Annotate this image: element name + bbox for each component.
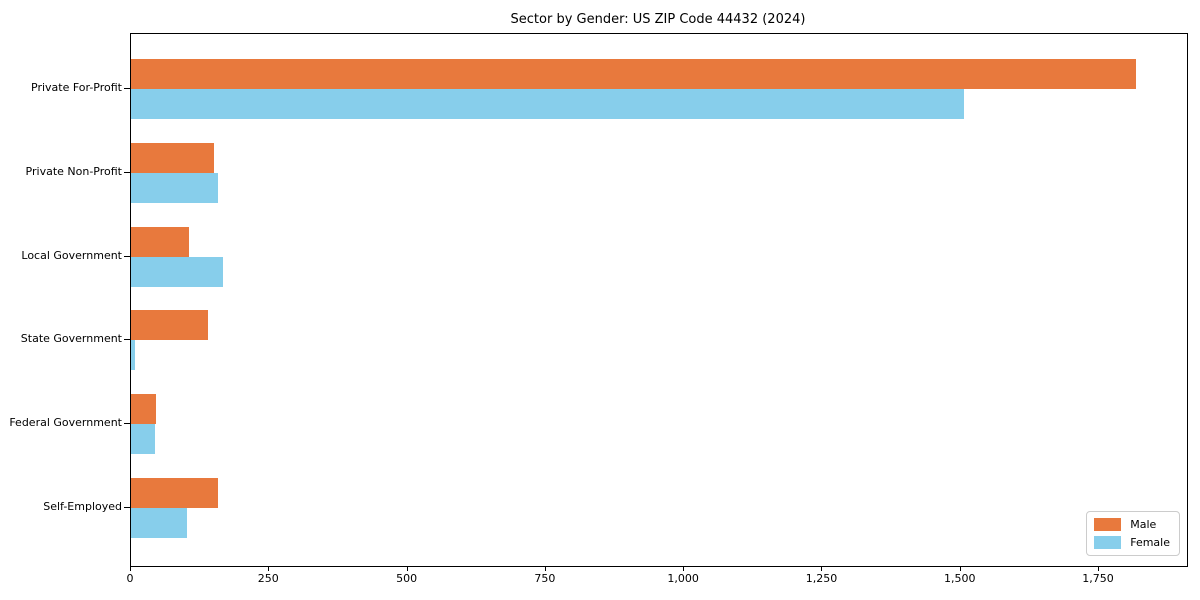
x-tick-label-500: 500 <box>396 572 418 585</box>
y-tick-label-local-government: Local Government <box>21 248 122 262</box>
legend-entry-male: Male <box>1094 518 1170 531</box>
x-tick-mark <box>1098 566 1100 571</box>
x-tick-label-1750: 1,750 <box>1082 572 1114 585</box>
bar-male-self-employed <box>131 477 219 508</box>
y-tick-mark <box>124 88 130 90</box>
y-tick-mark <box>124 339 130 341</box>
bar-female-private-for-profit <box>131 89 965 120</box>
x-tick-mark <box>683 566 685 571</box>
bar-female-federal-government <box>131 424 156 455</box>
bars-layer <box>131 34 1187 566</box>
bar-female-private-non-profit <box>131 173 218 203</box>
chart-title: Sector by Gender: US ZIP Code 44432 (202… <box>510 12 806 27</box>
x-tick-label-0: 0 <box>126 572 134 585</box>
y-tick-mark <box>124 255 130 257</box>
bar-male-state-government <box>131 310 209 341</box>
x-tick-mark <box>544 566 546 571</box>
legend: Male Female <box>1086 511 1180 556</box>
x-tick-label-250: 250 <box>257 572 279 585</box>
bar-male-private-for-profit <box>131 59 1136 90</box>
bar-male-local-government <box>131 226 189 257</box>
bar-male-private-non-profit <box>131 143 214 173</box>
y-tick-label-state-government: State Government <box>20 332 122 346</box>
x-tick-mark <box>959 566 961 571</box>
y-tick-label-private-for-profit: Private For-Profit <box>31 81 122 95</box>
legend-entry-female: Female <box>1094 536 1170 549</box>
x-tick-label-1000: 1,000 <box>667 572 699 585</box>
legend-swatch-male <box>1094 518 1122 531</box>
y-tick-label-federal-government: Federal Government <box>9 416 122 430</box>
y-tick-label-self-employed: Self-Employed <box>43 499 122 513</box>
bar-female-local-government <box>131 256 223 287</box>
y-tick-mark <box>124 172 130 173</box>
x-tick-mark <box>406 566 408 571</box>
bar-male-federal-government <box>131 394 156 425</box>
x-tick-label-1250: 1,250 <box>805 572 838 585</box>
legend-swatch-female <box>1094 536 1122 549</box>
x-tick-mark <box>130 566 131 571</box>
legend-label-male: Male <box>1130 518 1157 531</box>
bar-female-self-employed <box>131 507 187 538</box>
bar-female-state-government <box>131 340 136 371</box>
x-tick-label-750: 750 <box>534 572 556 585</box>
plot-area: Male Female <box>130 33 1188 567</box>
y-tick-label-private-non-profit: Private Non-Profit <box>25 165 122 178</box>
x-tick-mark <box>821 566 823 571</box>
y-tick-mark <box>124 506 130 508</box>
x-tick-label-1500: 1,500 <box>944 572 976 585</box>
x-tick-mark <box>268 566 270 571</box>
legend-label-female: Female <box>1130 536 1170 549</box>
y-tick-mark <box>124 423 130 425</box>
